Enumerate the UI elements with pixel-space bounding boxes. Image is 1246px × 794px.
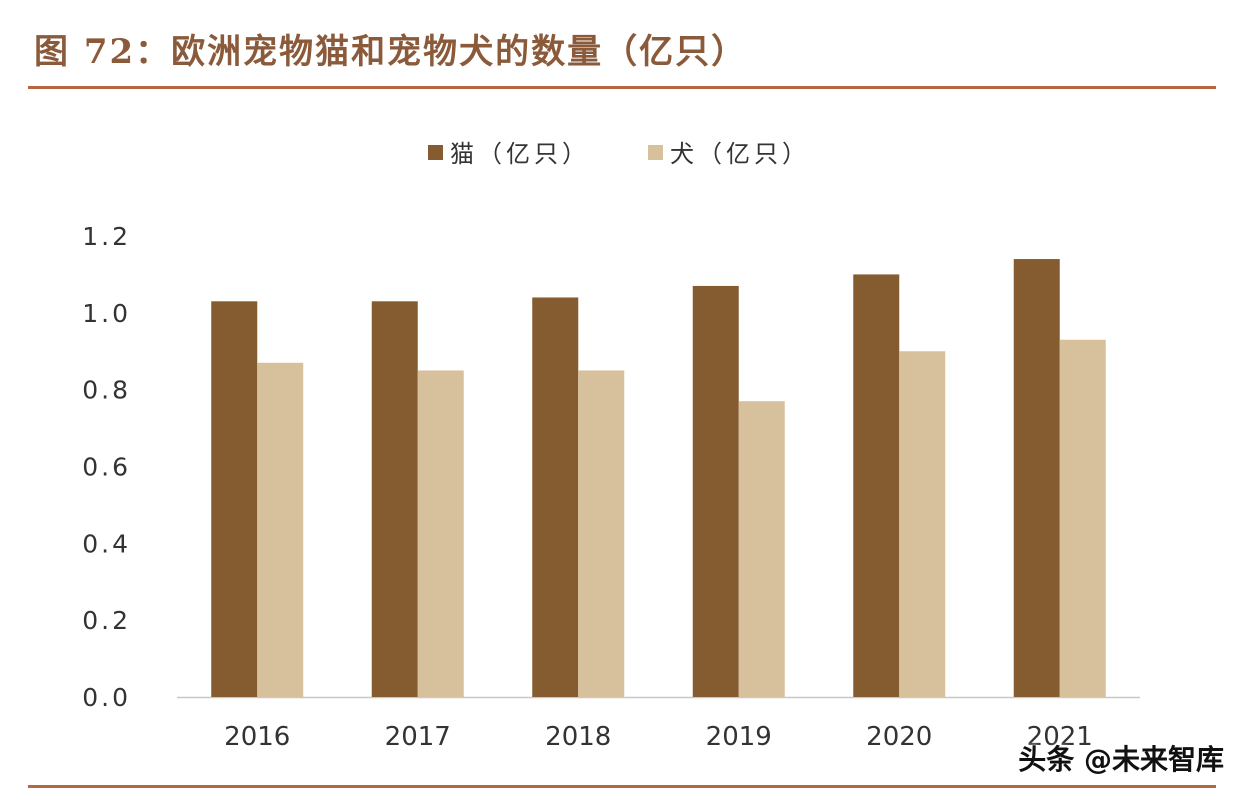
- y-tick-label: 0.0: [82, 683, 131, 712]
- legend-swatch-dog: [648, 145, 663, 160]
- bar-dog-2016: [257, 362, 304, 697]
- legend-label-dog: 犬（亿只）: [670, 140, 810, 168]
- legend: 猫（亿只） 犬（亿只）: [428, 140, 810, 168]
- y-tick-label: 0.6: [82, 453, 131, 482]
- bar-cat-2020: [853, 274, 900, 697]
- x-tick-label: 2016: [224, 722, 290, 752]
- bar-cat-2018: [532, 297, 579, 697]
- y-tick-label: 1.2: [82, 222, 131, 251]
- bar-dog-2020: [899, 351, 946, 697]
- bar-dog-2019: [738, 401, 785, 697]
- watermark: 头条 @未来智库: [1018, 743, 1224, 776]
- x-tick-label: 2017: [385, 722, 451, 752]
- x-axis-tick-labels: 2016 2017 2018 2019 2020 2021: [224, 722, 1093, 752]
- y-tick-label: 0.2: [82, 606, 131, 635]
- bar-cat-2019: [692, 285, 739, 697]
- bars: [211, 259, 1106, 697]
- y-tick-label: 0.8: [82, 376, 131, 405]
- x-tick-label: 2019: [706, 722, 772, 752]
- bottom-divider: [28, 785, 1216, 788]
- page-title: 图 72：欧洲宠物猫和宠物犬的数量（亿只）: [34, 32, 748, 72]
- x-tick-label: 2018: [545, 722, 611, 752]
- top-divider: [28, 86, 1216, 89]
- y-tick-label: 0.4: [82, 529, 131, 558]
- bar-dog-2021: [1059, 339, 1106, 697]
- x-tick-label: 2021: [1027, 722, 1093, 752]
- bar-cat-2016: [211, 301, 258, 697]
- y-tick-label: 1.0: [82, 299, 131, 328]
- bar-dog-2017: [417, 370, 464, 697]
- x-tick-label: 2020: [866, 722, 932, 752]
- bar-cat-2017: [371, 301, 418, 697]
- legend-swatch-cat: [428, 145, 443, 160]
- legend-label-cat: 猫（亿只）: [450, 140, 590, 168]
- bar-dog-2018: [578, 370, 625, 697]
- bar-cat-2021: [1013, 259, 1060, 697]
- y-axis-tick-labels: 0.0 0.2 0.4 0.6 0.8 1.0 1.2: [82, 222, 131, 712]
